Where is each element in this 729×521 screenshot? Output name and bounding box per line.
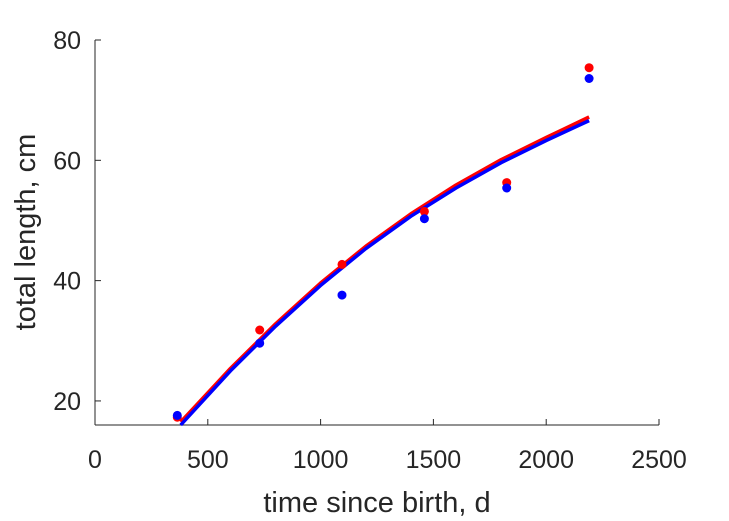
x-tick-label: 1000 <box>293 446 349 474</box>
data-points <box>172 63 594 422</box>
data-point-2 <box>337 290 347 300</box>
y-tick-label: 20 <box>53 388 81 416</box>
x-tick-label: 2000 <box>518 446 574 474</box>
axes <box>94 40 659 426</box>
data-point-2 <box>255 338 265 348</box>
data-point-2 <box>502 183 512 193</box>
data-point-2 <box>584 74 594 83</box>
data-point-2 <box>172 410 182 420</box>
data-point-1 <box>584 63 594 73</box>
data-point-1 <box>419 206 429 216</box>
data-point-2 <box>419 214 429 224</box>
y-ticks: 20 40 60 80 <box>53 27 101 416</box>
x-axis-label: time since birth, d <box>263 487 490 519</box>
x-tick-label: 500 <box>187 446 229 474</box>
data-point-1 <box>255 325 265 335</box>
data-point-1 <box>337 259 347 269</box>
y-axis-label: total length, cm <box>10 134 42 331</box>
y-tick-label: 40 <box>53 268 81 296</box>
fit-curve-2 <box>179 119 590 427</box>
x-tick-label: 1500 <box>406 446 462 474</box>
x-tick-label: 0 <box>88 446 102 474</box>
y-tick-label: 80 <box>53 27 81 55</box>
x-ticks: 0 500 1000 1500 2000 2500 <box>88 419 687 474</box>
fit-curve-1 <box>179 115 590 424</box>
fit-curves <box>179 115 590 427</box>
y-tick-label: 60 <box>53 147 81 175</box>
x-tick-label: 2500 <box>631 446 687 474</box>
